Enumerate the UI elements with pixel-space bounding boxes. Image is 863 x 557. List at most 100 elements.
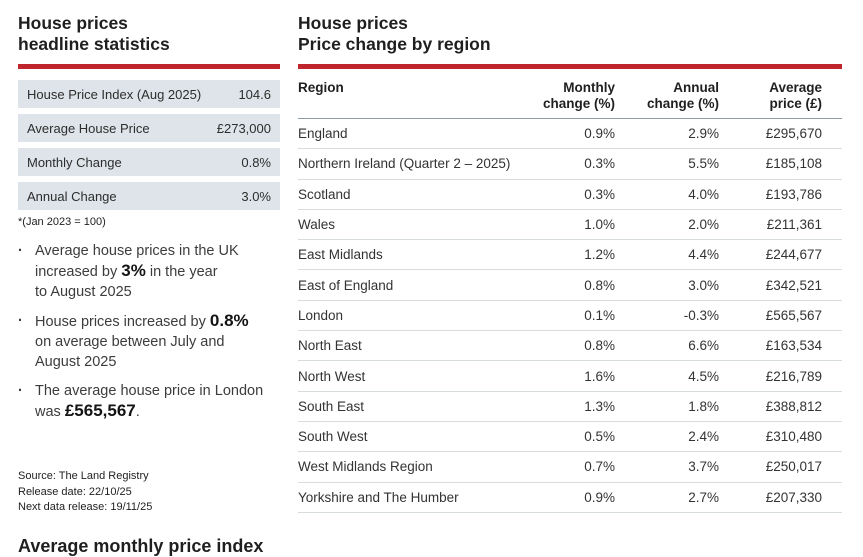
average-price-cell: £295,670 bbox=[765, 126, 822, 142]
table-row: South East 1.3% 1.8% £388,812 bbox=[298, 392, 842, 422]
monthly-change-cell: 0.3% bbox=[584, 186, 615, 202]
annual-change-cell: 4.0% bbox=[688, 186, 719, 202]
region-price-table: Region Monthly change (%) Annual change … bbox=[298, 80, 842, 513]
bullet-icon: · bbox=[18, 313, 23, 329]
bullet-pre: House prices increased by bbox=[35, 314, 210, 330]
key-points-list: · Average house prices in the UK increas… bbox=[18, 241, 280, 422]
table-row: Northern Ireland (Quarter 2 – 2025) 0.3%… bbox=[298, 149, 842, 180]
col-header-annual-change: Annual change (%) bbox=[615, 80, 719, 112]
table-row: Scotland 0.3% 4.0% £193,786 bbox=[298, 180, 842, 210]
source-block: Source: The Land Registry Release date: … bbox=[18, 469, 152, 516]
region-cell: South West bbox=[298, 429, 368, 445]
index-base-footnote: *(Jan 2023 = 100) bbox=[18, 216, 106, 228]
stat-row-house-price-index: House Price Index (Aug 2025) 104.6 bbox=[18, 80, 280, 108]
next-section-title-clipped: Average monthly price index bbox=[18, 536, 264, 556]
region-cell: East Midlands bbox=[298, 247, 383, 263]
bullet-highlight: 0.8% bbox=[209, 311, 249, 330]
annual-change-cell: 6.6% bbox=[688, 338, 719, 354]
bullet-highlight: 3% bbox=[121, 261, 146, 280]
table-row: East of England 0.8% 3.0% £342,521 bbox=[298, 270, 842, 301]
col-header-average-price: Average price (£) bbox=[719, 80, 842, 112]
average-price-cell: £565,567 bbox=[765, 307, 822, 323]
region-cell: Northern Ireland (Quarter 2 – 2025) bbox=[298, 156, 511, 172]
annual-change-cell: 3.7% bbox=[688, 459, 719, 475]
left-title-line1: House prices bbox=[18, 13, 128, 33]
stat-label: Monthly Change bbox=[27, 154, 122, 170]
bullet-post: . bbox=[135, 404, 140, 420]
monthly-change-cell: 0.5% bbox=[584, 429, 615, 445]
next-release-line: Next data release: 19/11/25 bbox=[18, 501, 153, 513]
average-price-cell: £342,521 bbox=[765, 277, 822, 293]
monthly-change-cell: 0.3% bbox=[584, 156, 615, 172]
stat-label: House Price Index (Aug 2025) bbox=[27, 86, 202, 102]
table-header-row: Region Monthly change (%) Annual change … bbox=[298, 80, 842, 119]
monthly-change-cell: 1.2% bbox=[584, 247, 615, 263]
monthly-change-cell: 1.6% bbox=[584, 368, 615, 384]
source-line: Source: The Land Registry bbox=[18, 470, 149, 482]
annual-change-cell: -0.3% bbox=[683, 307, 719, 323]
annual-change-cell: 2.9% bbox=[688, 126, 719, 142]
bullet-pre: The average house price in London was bbox=[35, 383, 264, 420]
col-header-line: price (£) bbox=[769, 96, 822, 111]
col-header-line: change (%) bbox=[646, 96, 719, 111]
annual-change-cell: 1.8% bbox=[688, 398, 719, 414]
table-row: South West 0.5% 2.4% £310,480 bbox=[298, 422, 842, 453]
stat-row-average-house-price: Average House Price £273,000 bbox=[18, 114, 280, 142]
annual-change-cell: 4.4% bbox=[688, 247, 719, 263]
key-point-london: · The average house price in London was … bbox=[18, 381, 280, 422]
table-row: Wales 1.0% 2.0% £211,361 bbox=[298, 210, 842, 241]
right-accent-rule bbox=[298, 64, 842, 69]
monthly-change-cell: 0.7% bbox=[584, 459, 615, 475]
monthly-change-cell: 0.8% bbox=[584, 338, 615, 354]
monthly-change-cell: 0.1% bbox=[584, 307, 615, 323]
average-price-cell: £310,480 bbox=[765, 429, 822, 445]
price-change-by-region-panel: House prices Price change by region Regi… bbox=[298, 0, 842, 513]
region-cell: East of England bbox=[298, 277, 394, 293]
region-cell: Wales bbox=[298, 217, 336, 233]
stat-row-annual-change: Annual Change 3.0% bbox=[18, 182, 280, 210]
col-header-line: Average bbox=[769, 80, 822, 95]
annual-change-cell: 2.4% bbox=[688, 429, 719, 445]
bullet-pre: Average house prices in the UK increased… bbox=[35, 243, 239, 280]
average-price-cell: £193,786 bbox=[765, 186, 822, 202]
stat-value: £273,000 bbox=[216, 120, 271, 136]
stat-value: 3.0% bbox=[241, 188, 271, 204]
bullet-post: in the year to August 2025 bbox=[35, 264, 218, 300]
monthly-change-cell: 0.9% bbox=[584, 126, 615, 142]
table-row: England 0.9% 2.9% £295,670 bbox=[298, 119, 842, 150]
region-cell: West Midlands Region bbox=[298, 459, 433, 475]
key-point-text: House prices increased by 0.8% on averag… bbox=[35, 311, 249, 372]
release-date-line: Release date: 22/10/25 bbox=[18, 485, 132, 498]
average-price-cell: £216,789 bbox=[765, 368, 822, 384]
right-title-line1: House prices bbox=[298, 13, 408, 33]
annual-change-cell: 5.5% bbox=[688, 156, 719, 172]
bullet-icon: · bbox=[18, 383, 23, 399]
key-point-text: Average house prices in the UK increased… bbox=[35, 241, 239, 302]
stat-value: 0.8% bbox=[241, 154, 271, 170]
region-cell: London bbox=[298, 307, 344, 323]
monthly-change-cell: 1.0% bbox=[584, 217, 615, 233]
region-cell: Yorkshire and The Humber bbox=[298, 489, 459, 505]
headline-stats-list: House Price Index (Aug 2025) 104.6 Avera… bbox=[18, 80, 280, 210]
monthly-change-cell: 0.8% bbox=[584, 277, 615, 293]
monthly-change-cell: 1.3% bbox=[584, 398, 615, 414]
col-header-line: change (%) bbox=[542, 96, 615, 111]
table-row: North West 1.6% 4.5% £216,789 bbox=[298, 361, 842, 392]
table-row: London 0.1% -0.3% £565,567 bbox=[298, 301, 842, 332]
table-row: North East 0.8% 6.6% £163,534 bbox=[298, 331, 842, 362]
average-price-cell: £211,361 bbox=[766, 217, 822, 233]
average-price-cell: £250,017 bbox=[765, 459, 822, 475]
col-header-line: Monthly bbox=[563, 80, 615, 95]
region-cell: Scotland bbox=[298, 186, 351, 202]
left-panel-title: House prices headline statistics bbox=[18, 0, 280, 55]
col-header-region: Region bbox=[298, 80, 344, 95]
table-row: Yorkshire and The Humber 0.9% 2.7% £207,… bbox=[298, 483, 842, 513]
col-header-line: Annual bbox=[673, 80, 719, 95]
average-price-cell: £244,677 bbox=[765, 247, 822, 263]
annual-change-cell: 2.7% bbox=[688, 489, 719, 505]
average-price-cell: £185,108 bbox=[765, 156, 822, 172]
annual-change-cell: 3.0% bbox=[688, 277, 719, 293]
annual-change-cell: 2.0% bbox=[688, 217, 719, 233]
region-cell: England bbox=[298, 126, 348, 142]
col-header-monthly-change: Monthly change (%) bbox=[515, 80, 615, 112]
